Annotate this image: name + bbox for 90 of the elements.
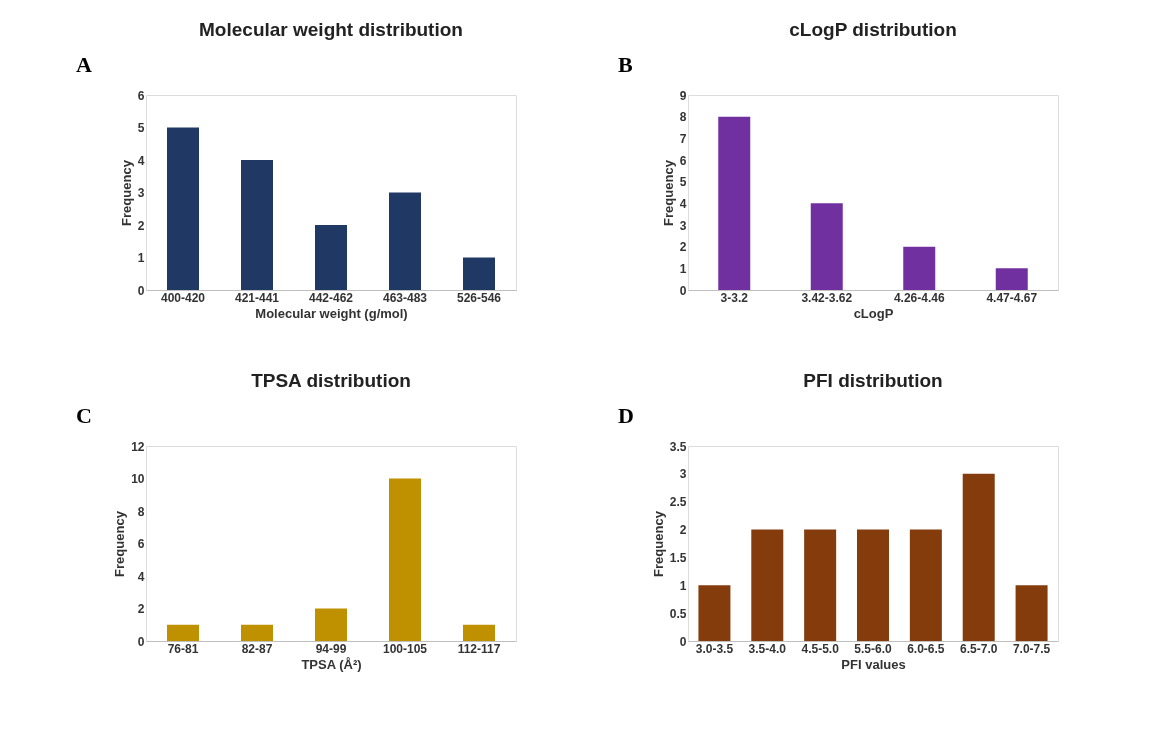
x-axis-title: cLogP bbox=[853, 305, 894, 321]
bar bbox=[698, 585, 731, 641]
y-tick-label: 7 bbox=[679, 131, 687, 146]
bar bbox=[962, 473, 995, 641]
x-tick-label: 3.0-3.5 bbox=[695, 641, 734, 656]
x-tick-label: 3.5-4.0 bbox=[748, 641, 787, 656]
bar bbox=[463, 257, 495, 290]
y-axis-title: Frequency bbox=[660, 159, 676, 226]
y-tick-label: 1 bbox=[679, 578, 687, 593]
x-tick-label: 6.5-7.0 bbox=[960, 641, 998, 656]
y-tick-label: 2 bbox=[679, 240, 687, 255]
y-tick-label: 10 bbox=[131, 472, 145, 486]
bar bbox=[315, 608, 347, 641]
x-tick-label: 100-105 bbox=[382, 641, 428, 656]
y-tick-label: 0.5 bbox=[669, 606, 687, 621]
y-axis-title: Frequency bbox=[112, 510, 128, 577]
y-tick-label: 9 bbox=[679, 88, 687, 103]
x-tick-label: 82-87 bbox=[241, 641, 273, 656]
x-tick-label: 526-546 bbox=[456, 290, 502, 305]
bar bbox=[804, 529, 837, 641]
y-tick-label: 0 bbox=[679, 634, 687, 649]
bar bbox=[315, 225, 347, 290]
y-tick-label: 8 bbox=[679, 110, 687, 125]
bar bbox=[167, 624, 199, 641]
bar bbox=[909, 529, 942, 641]
x-tick-label: 3-3.2 bbox=[720, 290, 749, 305]
x-tick-label: 76-81 bbox=[167, 641, 199, 656]
y-tick-label: 4 bbox=[137, 153, 145, 168]
y-tick-label: 6 bbox=[137, 88, 145, 103]
bar bbox=[995, 268, 1028, 290]
y-tick-label: 2 bbox=[137, 218, 145, 233]
bar bbox=[389, 478, 421, 641]
x-tick-label: 112-117 bbox=[457, 641, 501, 656]
text: D bbox=[618, 403, 634, 428]
bar bbox=[857, 529, 889, 641]
y-axis-title: Frequency bbox=[118, 159, 134, 226]
x-tick-label: 5.5-6.0 bbox=[854, 641, 893, 656]
y-tick-label: 2 bbox=[679, 523, 687, 538]
y-tick-label: 8 bbox=[137, 504, 145, 519]
bar bbox=[389, 192, 421, 290]
x-tick-label: 3.42-3.62 bbox=[801, 290, 853, 305]
y-tick-label: 0 bbox=[679, 283, 687, 298]
text: B bbox=[618, 52, 633, 77]
y-tick-label: 2.5 bbox=[669, 495, 687, 510]
x-tick-label: 6.0-6.5 bbox=[907, 641, 945, 656]
x-tick-label: 4.26-4.46 bbox=[893, 290, 945, 305]
chart-title: PFI distribution bbox=[803, 370, 943, 391]
x-axis-title: TPSA (Å²) bbox=[301, 656, 362, 672]
chart-title: TPSA distribution bbox=[251, 370, 411, 391]
bar bbox=[241, 160, 273, 290]
x-tick-label: 4.5-5.0 bbox=[801, 641, 840, 656]
x-tick-label: 94-99 bbox=[315, 641, 347, 656]
y-tick-label: 1.5 bbox=[669, 550, 687, 565]
y-tick-label: 4 bbox=[679, 196, 687, 211]
y-tick-label: 3 bbox=[679, 467, 687, 482]
bar bbox=[751, 529, 784, 641]
text: C bbox=[76, 403, 92, 428]
y-tick-label: 3 bbox=[137, 186, 145, 200]
chart-title: cLogP distribution bbox=[789, 19, 957, 40]
y-tick-label: 4 bbox=[137, 569, 145, 584]
bar bbox=[1015, 585, 1048, 641]
y-tick-label: 6 bbox=[137, 537, 145, 551]
y-tick-label: 0 bbox=[137, 634, 145, 649]
y-tick-label: 5 bbox=[679, 175, 687, 190]
y-tick-label: 3.5 bbox=[669, 439, 687, 454]
bar bbox=[903, 246, 936, 290]
text: A bbox=[76, 52, 92, 77]
y-tick-label: 12 bbox=[131, 439, 145, 454]
x-axis-title: Molecular weight (g/mol) bbox=[255, 305, 408, 321]
bar bbox=[241, 624, 273, 641]
bar bbox=[167, 127, 199, 290]
y-tick-label: 0 bbox=[137, 283, 145, 298]
x-tick-label: 4.47-4.67 bbox=[986, 290, 1038, 305]
y-tick-label: 2 bbox=[137, 602, 145, 616]
y-tick-label: 1 bbox=[679, 261, 687, 276]
x-tick-label: 442-462 bbox=[308, 290, 354, 305]
y-tick-label: 6 bbox=[679, 153, 687, 168]
y-tick-label: 3 bbox=[679, 218, 687, 233]
x-tick-label: 463-483 bbox=[382, 290, 428, 305]
bar bbox=[718, 116, 751, 290]
x-tick-label: 421-441 bbox=[234, 290, 280, 305]
y-axis-title: Frequency bbox=[650, 510, 666, 577]
y-tick-label: 5 bbox=[137, 121, 145, 135]
bar bbox=[463, 624, 495, 641]
bar bbox=[810, 203, 843, 290]
x-axis-title: PFI values bbox=[841, 656, 906, 672]
chart-title: Molecular weight distribution bbox=[199, 19, 463, 40]
x-tick-label: 7.0-7.5 bbox=[1012, 641, 1051, 656]
x-tick-label: 400-420 bbox=[160, 290, 206, 305]
y-tick-label: 1 bbox=[137, 251, 145, 265]
